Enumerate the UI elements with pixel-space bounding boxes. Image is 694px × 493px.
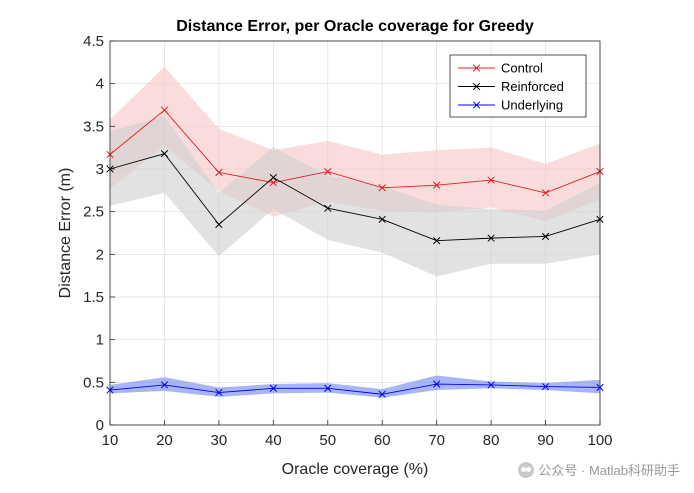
underlying-point-3 xyxy=(269,384,277,392)
reinforced-point-1 xyxy=(160,149,169,158)
underlying-line xyxy=(109,383,601,395)
x-tick-label-0: 10 xyxy=(102,432,119,449)
reinforced-point-8 xyxy=(541,232,550,241)
x-axis-ticks: 10 20 30 40 50 60 70 80 90 100 xyxy=(102,420,613,449)
legend-marker-underlying xyxy=(472,101,481,109)
y-tick-label-3: 1.5 xyxy=(83,289,104,306)
control-point-5 xyxy=(378,184,386,192)
y-tick-label-8: 4 xyxy=(96,76,104,93)
y-tick-label-4: 2 xyxy=(96,246,104,263)
y-tick-label-1: 0.5 xyxy=(83,374,104,391)
control-point-8 xyxy=(541,189,550,197)
series-lines xyxy=(109,109,601,395)
underlying-point-8 xyxy=(541,382,550,391)
reinforced-point-3 xyxy=(269,173,277,182)
underlying-point-2 xyxy=(215,388,223,397)
reinforced-point-6 xyxy=(433,237,441,245)
legend-marker-control xyxy=(472,64,481,72)
reinforced-point-5 xyxy=(378,215,386,224)
plot-frame xyxy=(109,40,601,426)
control-line xyxy=(109,109,601,194)
y-tick-label-2: 1 xyxy=(96,332,104,349)
x-tick-label-2: 30 xyxy=(211,432,228,449)
x-tick-label-4: 50 xyxy=(319,432,336,449)
legend-label-underlying: Underlying xyxy=(501,98,563,113)
x-tick-label-1: 20 xyxy=(156,432,173,449)
legend-box xyxy=(449,54,587,118)
control-point-1 xyxy=(160,106,169,114)
underlying-point-6 xyxy=(433,380,441,388)
control-point-2 xyxy=(215,168,223,177)
y-axis-label: Distance Error (m) xyxy=(57,168,74,299)
control-point-7 xyxy=(487,176,495,184)
watermark-text: 公众号 · Matlab科研助手 xyxy=(538,463,680,478)
legend: Control Reinforced Underlying xyxy=(449,54,587,118)
x-tick-label-9: 100 xyxy=(587,432,612,449)
underlying-point-1 xyxy=(160,381,169,389)
control-point-6 xyxy=(433,181,441,189)
legend-label-reinforced: Reinforced xyxy=(501,79,564,94)
y-axis-ticks: 0 0.5 1 1.5 2 2.5 3 3.5 4 4.5 xyxy=(83,33,115,434)
underlying-point-7 xyxy=(487,381,495,389)
y-tick-label-0: 0 xyxy=(96,417,104,434)
control-point-3 xyxy=(269,178,277,187)
reinforced-point-4 xyxy=(324,204,332,212)
x-tick-label-5: 60 xyxy=(374,432,391,449)
x-tick-label-3: 40 xyxy=(265,432,282,449)
legend-marker-reinforced xyxy=(472,82,481,91)
underlying-band xyxy=(110,375,600,398)
y-tick-label-5: 2.5 xyxy=(83,204,104,221)
watermark: 公众号 · Matlab科研助手 xyxy=(518,460,680,479)
x-tick-label-6: 70 xyxy=(428,432,445,449)
y-tick-label-7: 3.5 xyxy=(83,118,104,135)
underlying-point-5 xyxy=(378,390,386,398)
legend-label-control: Control xyxy=(501,61,543,76)
underlying-point-4 xyxy=(324,384,332,392)
wechat-icon xyxy=(518,461,535,478)
control-point-4 xyxy=(324,167,332,176)
y-tick-label-9: 4.5 xyxy=(83,33,104,50)
reinforced-point-7 xyxy=(487,234,495,242)
confidence-bands xyxy=(110,66,600,398)
reinforced-band xyxy=(110,116,600,277)
x-tick-label-7: 80 xyxy=(483,432,500,449)
chart-title: Distance Error, per Oracle coverage for … xyxy=(176,18,534,35)
reinforced-line xyxy=(109,153,601,242)
x-axis-label: Oracle coverage (%) xyxy=(282,461,429,478)
x-tick-label-8: 90 xyxy=(537,432,554,449)
y-tick-label-6: 3 xyxy=(96,161,104,178)
reinforced-point-2 xyxy=(215,220,223,229)
